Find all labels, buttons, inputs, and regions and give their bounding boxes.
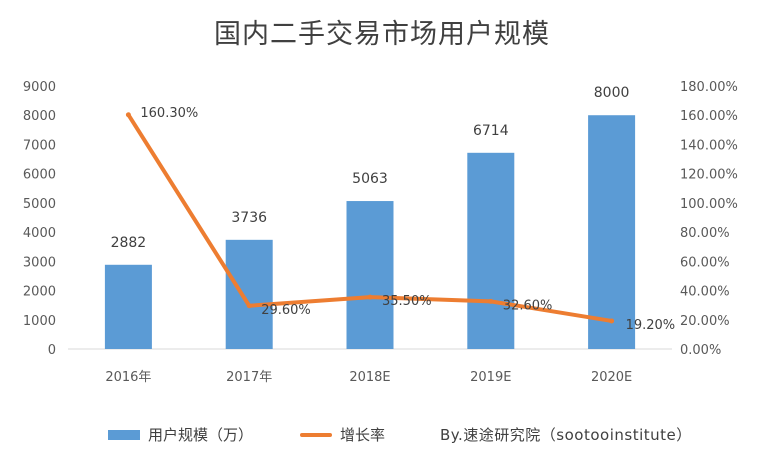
x-tick-label: 2017年 (226, 370, 272, 385)
x-tick-label: 2016年 (105, 370, 151, 385)
y-left-tick-label: 0 (48, 343, 56, 358)
y-right-tick-label: 140.00% (680, 138, 738, 153)
y-right-tick-label: 80.00% (680, 226, 730, 241)
y-right-tick-label: 20.00% (680, 314, 730, 329)
y-left-tick-label: 8000 (23, 109, 56, 124)
legend-swatch-bar (108, 429, 140, 440)
legend-label-growth: 增长率 (340, 426, 386, 444)
legend-label-users: 用户规模（万） (148, 426, 254, 444)
growth-value-label: 35.50% (382, 294, 432, 309)
growth-point (367, 294, 373, 300)
bar (588, 115, 636, 349)
growth-point (246, 303, 252, 309)
growth-value-label: 29.60% (261, 303, 311, 318)
y-left-tick-label: 4000 (23, 226, 56, 241)
bar (104, 264, 152, 349)
growth-value-label: 32.60% (503, 298, 553, 313)
source-credit: By.速途研究院（sootooinstitute） (440, 426, 692, 444)
legend-swatch-line (300, 432, 332, 437)
chart-title: 国内二手交易市场用户规模 (214, 19, 550, 50)
y-left-tick-label: 1000 (23, 314, 56, 329)
x-tick-label: 2018E (349, 370, 390, 385)
growth-point (609, 318, 615, 324)
y-right-tick-label: 0.00% (680, 343, 721, 358)
growth-value-label: 160.30% (140, 106, 198, 121)
y-right-tick-label: 120.00% (680, 168, 738, 183)
bar-value-label: 3736 (231, 210, 267, 226)
y-left-tick-label: 7000 (23, 138, 56, 153)
growth-point (125, 112, 131, 118)
bar (346, 201, 394, 349)
y-right-tick-label: 40.00% (680, 285, 730, 300)
bar-value-label: 8000 (594, 85, 630, 101)
x-tick-label: 2020E (591, 370, 632, 385)
combo-chart: 0 1000 2000 3000 4000 5000 6000 7000 8000 9000 0.0… (23, 80, 738, 385)
growth-value-label: 19.20% (626, 318, 676, 333)
bar (225, 239, 273, 349)
axes-layer: 0 1000 2000 3000 4000 5000 6000 7000 8000 9000 0.0… (23, 80, 738, 385)
y-right-tick-label: 180.00% (680, 80, 738, 95)
y-left-tick-label: 2000 (23, 285, 56, 300)
legend-item-users: 用户规模（万） (108, 424, 253, 445)
bar (467, 152, 515, 349)
growth-line-layer (125, 112, 615, 324)
data-labels-layer: 2882 3736 5063 6714 8000 160.30% 29.60% 35.50% 3… (111, 85, 676, 333)
bar-value-label: 6714 (473, 123, 509, 139)
y-left-tick-label: 5000 (23, 197, 56, 212)
legend: 用户规模（万） 增长率 By.速途研究院（sootooinstitute） (0, 424, 764, 448)
y-left-tick-label: 9000 (23, 80, 56, 95)
y-left-tick-label: 3000 (23, 255, 56, 270)
bar-value-label: 5063 (352, 171, 388, 187)
y-right-tick-label: 160.00% (680, 109, 738, 124)
y-right-tick-label: 60.00% (680, 255, 730, 270)
bars-layer (104, 115, 636, 349)
y-right-tick-label: 100.00% (680, 197, 738, 212)
growth-point (488, 298, 494, 304)
y-left-tick-label: 6000 (23, 168, 56, 183)
legend-item-growth: 增长率 (300, 424, 385, 445)
bar-value-label: 2882 (111, 235, 147, 251)
x-tick-label: 2019E (470, 370, 511, 385)
